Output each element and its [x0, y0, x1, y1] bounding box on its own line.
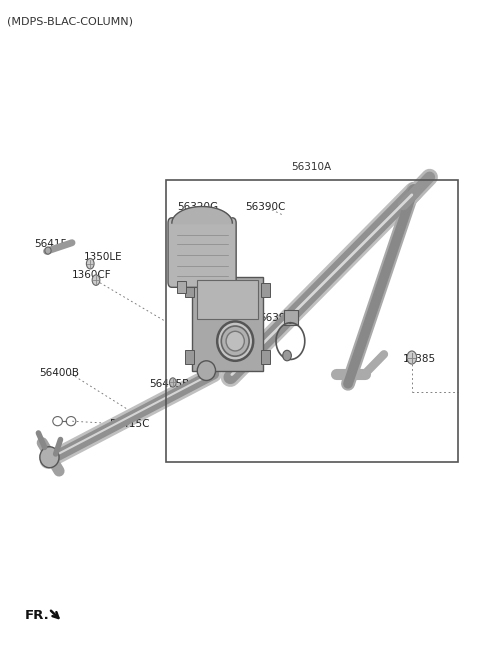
- Ellipse shape: [169, 378, 176, 387]
- Text: FR.: FR.: [25, 609, 50, 622]
- Text: 1360CF: 1360CF: [72, 270, 112, 280]
- FancyBboxPatch shape: [168, 218, 236, 287]
- Bar: [192, 277, 263, 371]
- Ellipse shape: [197, 361, 216, 380]
- Ellipse shape: [217, 321, 253, 361]
- Bar: [261, 283, 270, 297]
- Text: 1350LE: 1350LE: [84, 252, 122, 262]
- Ellipse shape: [86, 258, 94, 269]
- Bar: [261, 350, 270, 364]
- Bar: [185, 350, 194, 364]
- Text: 56390C: 56390C: [245, 201, 285, 212]
- Ellipse shape: [226, 331, 244, 351]
- Text: 56320G: 56320G: [178, 201, 219, 212]
- Ellipse shape: [45, 247, 51, 254]
- Ellipse shape: [283, 350, 291, 361]
- Text: 56415: 56415: [35, 239, 68, 249]
- Ellipse shape: [92, 275, 100, 285]
- Bar: [177, 281, 186, 293]
- Text: (MDPS-BLAC-COLUMN): (MDPS-BLAC-COLUMN): [7, 16, 133, 26]
- Bar: [284, 310, 298, 325]
- Ellipse shape: [40, 447, 59, 468]
- Ellipse shape: [221, 326, 249, 356]
- Text: 56415B: 56415B: [149, 379, 189, 389]
- Bar: [166, 180, 458, 462]
- Text: 56400B: 56400B: [39, 367, 79, 378]
- Text: 56415C: 56415C: [109, 419, 150, 430]
- Text: 56397: 56397: [259, 313, 292, 323]
- Text: 56310A: 56310A: [291, 162, 331, 172]
- Bar: [218, 281, 228, 293]
- Text: 13385: 13385: [403, 354, 436, 364]
- Ellipse shape: [407, 351, 417, 364]
- Bar: [197, 280, 258, 319]
- Bar: [185, 283, 194, 297]
